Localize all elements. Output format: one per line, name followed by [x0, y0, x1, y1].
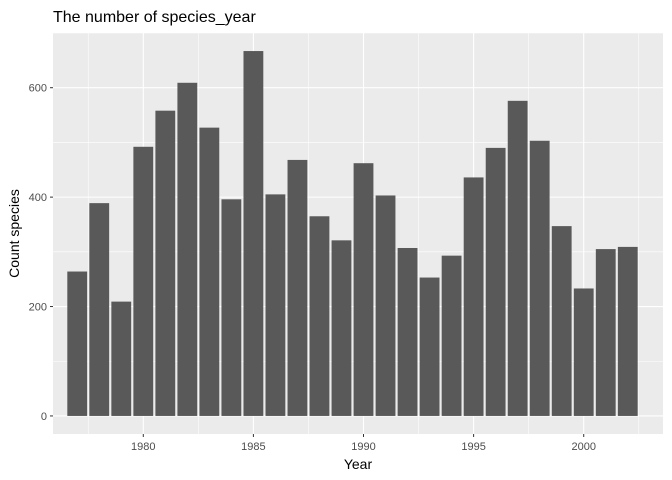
- y-axis: 0 200 400 600: [29, 83, 53, 423]
- bar-1996: [485, 147, 506, 416]
- bar-2002: [617, 246, 638, 416]
- bar-1997: [507, 100, 528, 416]
- bar-1979: [111, 301, 132, 416]
- x-tick-label: 1990: [351, 441, 375, 453]
- bar-1989: [331, 240, 352, 416]
- bar-1998: [529, 140, 550, 416]
- x-tick-label: 1995: [461, 441, 485, 453]
- bar-1980: [133, 146, 154, 416]
- bar-1983: [199, 127, 220, 416]
- bar-1985: [243, 51, 264, 416]
- bar-1988: [309, 216, 330, 416]
- bar-1999: [551, 226, 572, 416]
- x-tick-label: 1980: [131, 441, 155, 453]
- bar-1993: [419, 277, 440, 416]
- bar-1978: [89, 203, 110, 416]
- y-tick-label: 200: [29, 302, 47, 314]
- x-axis-title: Year: [344, 456, 373, 472]
- bar-1984: [221, 199, 242, 416]
- bar-1977: [67, 271, 88, 416]
- bar-2001: [595, 249, 616, 416]
- x-axis: 1980 1985 1990 1995 2000: [131, 434, 596, 453]
- x-tick-label: 1985: [241, 441, 265, 453]
- y-tick-label: 600: [29, 83, 47, 95]
- chart-title: The number of species_year: [53, 9, 256, 26]
- bar-1991: [375, 195, 396, 416]
- y-tick-label: 400: [29, 192, 47, 204]
- bars: [67, 51, 638, 416]
- bar-1987: [287, 159, 308, 416]
- bar-2000: [573, 288, 594, 416]
- bar-1982: [177, 82, 198, 416]
- bar-1995: [463, 177, 484, 416]
- bar-1994: [441, 255, 462, 416]
- y-axis-title: Count species: [6, 189, 22, 278]
- x-tick-label: 2000: [571, 441, 595, 453]
- bar-1990: [353, 163, 374, 416]
- bar-1981: [155, 110, 176, 416]
- y-tick-label: 0: [41, 411, 47, 423]
- bar-1986: [265, 194, 286, 416]
- bar-1992: [397, 247, 418, 416]
